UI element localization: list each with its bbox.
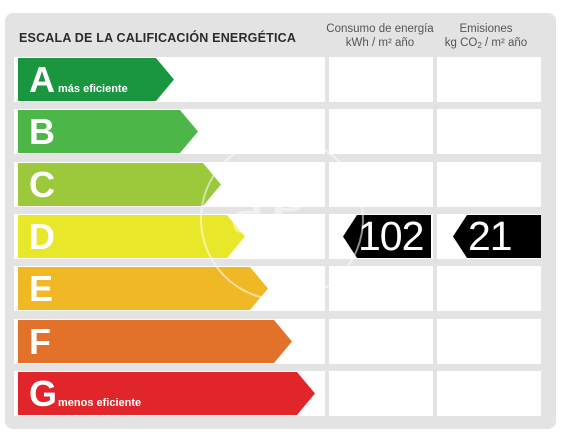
arrow-shape [18, 372, 315, 415]
rating-sublabel: más eficiente [58, 83, 128, 95]
emisiones-result-tag: 21 [453, 215, 541, 258]
arrow-shape [18, 267, 268, 310]
emisiones-result-tag-value: 21 [468, 213, 513, 259]
arrow-shape [18, 320, 292, 363]
emisiones-cell-c [437, 162, 541, 207]
emisiones-cell-a [437, 57, 541, 102]
rating-arrow-c: C [18, 163, 221, 206]
consumo-column-header: Consumo de energía kWh / m² año [321, 22, 439, 50]
emisiones-cell-g [437, 371, 541, 416]
rating-sublabel: menos eficiente [58, 397, 142, 409]
emisiones-label: Emisiones [459, 23, 513, 35]
rating-arrow-d: D [18, 215, 245, 258]
rating-letter: B [29, 111, 55, 152]
rating-letter: A [29, 59, 55, 100]
rating-arrow-e: E [18, 267, 268, 310]
arrow-shape [18, 215, 245, 258]
consumo-cell-g [329, 371, 433, 416]
arrow-shape [18, 58, 174, 101]
rating-arrow-f: F [18, 320, 292, 363]
emisiones-cell-f [437, 319, 541, 364]
consumo-label: Consumo de energía [326, 23, 434, 35]
emisiones-unit: kg CO2 / m² año [444, 37, 528, 50]
emisiones-column-header: Emisiones kg CO2 / m² año [431, 22, 541, 50]
arrow-shape [18, 163, 221, 206]
consumo-cell-c [329, 162, 433, 207]
consumo-result-tag-value: 102 [358, 213, 424, 259]
rating-letter: G [29, 373, 58, 414]
scale-title: ESCALA DE LA CALIFICACIÓN ENERGÉTICA [19, 31, 297, 45]
emisiones-cell-b [437, 109, 541, 154]
consumo-cell-e [329, 266, 433, 311]
rating-letter: D [29, 216, 55, 257]
rating-arrow-b: B [18, 110, 198, 153]
consumo-cell-b [329, 109, 433, 154]
consumo-unit: kWh / m² año [345, 37, 415, 49]
consumo-cell-a [329, 57, 433, 102]
rating-letter: E [29, 268, 54, 309]
rating-letter: C [29, 164, 55, 205]
emisiones-cell-e [437, 266, 541, 311]
rating-letter: F [29, 321, 51, 362]
consumo-result-tag: 102 [343, 215, 431, 258]
consumo-cell-f [329, 319, 433, 364]
arrow-shape [18, 110, 198, 153]
